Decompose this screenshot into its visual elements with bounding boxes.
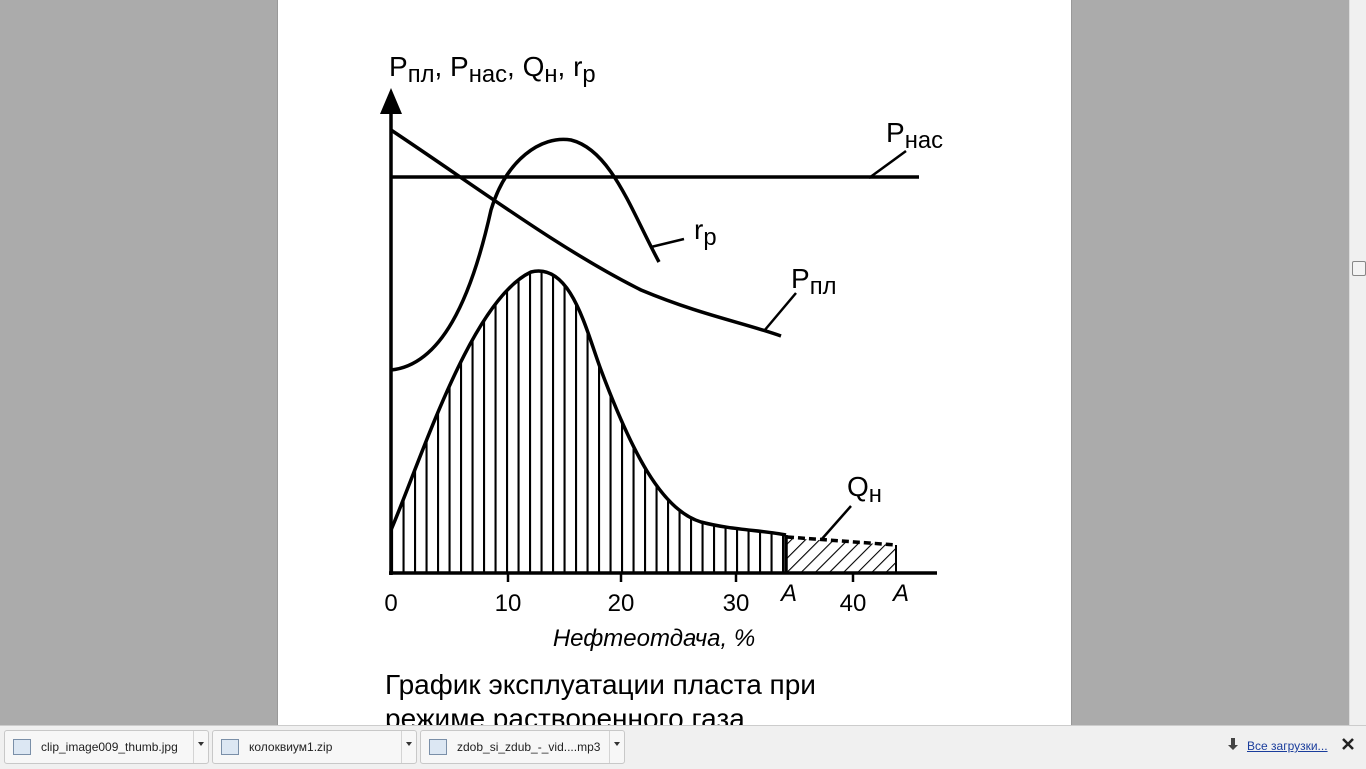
- qn-forecast-area: [787, 538, 896, 573]
- label-base: P: [389, 51, 408, 82]
- item-menu[interactable]: [609, 731, 624, 763]
- file-icon: [13, 739, 31, 755]
- label-sub: нас: [905, 127, 943, 154]
- p-pl-curve: [390, 128, 782, 338]
- file-name: clip_image009_thumb.jpg: [41, 740, 178, 754]
- qn-forecast-line: [786, 535, 897, 547]
- caption-line: режиме растворенного газа: [385, 703, 745, 725]
- separator: ,: [434, 51, 450, 82]
- download-item[interactable]: zdob_si_zdub_-_vid....mp3: [420, 730, 625, 764]
- curve-label: Pпл: [791, 263, 836, 300]
- scroll-thumb[interactable]: [1352, 261, 1366, 276]
- rp-curve: [390, 137, 661, 372]
- arrow: [1228, 738, 1238, 750]
- caption-line: График эксплуатации пласта при: [385, 669, 816, 700]
- file-name: колоквиум1.zip: [249, 740, 333, 754]
- x-tick-marks: [506, 573, 855, 582]
- file-name: zdob_si_zdub_-_vid....mp3: [457, 740, 601, 754]
- leader: [650, 237, 685, 249]
- item-menu[interactable]: [193, 731, 208, 763]
- label-sub: нас: [469, 61, 507, 88]
- x-tick-label: 40: [840, 590, 867, 617]
- scrollbar[interactable]: [1349, 0, 1366, 725]
- label-sub: р: [582, 61, 595, 88]
- label-base: r: [694, 214, 703, 245]
- download-icon: [1228, 738, 1238, 750]
- x-tick-label: 10: [495, 590, 522, 617]
- label-base: P: [791, 263, 810, 294]
- all-downloads-link[interactable]: Все загрузки...: [1247, 739, 1328, 753]
- curve-label: Qн: [847, 471, 882, 508]
- x: [1342, 738, 1354, 750]
- x-tick-label: 0: [384, 590, 397, 617]
- label-base: r: [573, 51, 582, 82]
- file-icon: [221, 739, 239, 755]
- y-axis-arrow: [380, 88, 402, 114]
- x-tick-label: 20: [608, 590, 635, 617]
- label-base: P: [886, 117, 905, 148]
- leaders: [506, 149, 907, 582]
- leader: [763, 292, 797, 332]
- label-sub: н: [869, 481, 882, 508]
- label-sub: пл: [810, 273, 837, 300]
- y-axis-label: Pпл, Pнас, Qн, rр: [389, 51, 596, 88]
- label-sub: р: [703, 224, 716, 251]
- a-mark: A: [779, 580, 797, 607]
- label-base: P: [450, 51, 469, 82]
- download-bar: clip_image009_thumb.jpg колоквиум1.zip zdo…: [0, 725, 1366, 769]
- curve-label: rр: [694, 214, 717, 251]
- qn-area: [391, 271, 786, 573]
- close-button[interactable]: [1341, 737, 1355, 751]
- curve-label: Pнас: [886, 117, 943, 154]
- image-view: Pпл, Pнас, Qн, rр Pнас rр Pпл Qн 0 10 20 30 40 A A Н…: [277, 0, 1072, 725]
- separator: ,: [507, 51, 523, 82]
- separator: ,: [558, 51, 574, 82]
- item-menu[interactable]: [401, 731, 416, 763]
- download-item[interactable]: clip_image009_thumb.jpg: [4, 730, 209, 764]
- label-base: Q: [847, 471, 869, 502]
- download-item[interactable]: колоквиум1.zip: [212, 730, 417, 764]
- x-tick-label: 30: [723, 590, 750, 617]
- x-axis-label: Нефтеотдача, %: [553, 625, 755, 652]
- label-sub: н: [544, 61, 557, 88]
- curves: [389, 108, 937, 582]
- file-icon: [429, 739, 447, 755]
- qn-curve: [389, 269, 787, 537]
- label-base: Q: [523, 51, 545, 82]
- leader: [820, 505, 852, 541]
- leader: [868, 149, 907, 180]
- label-sub: пл: [408, 61, 435, 88]
- a-mark: A: [891, 580, 909, 607]
